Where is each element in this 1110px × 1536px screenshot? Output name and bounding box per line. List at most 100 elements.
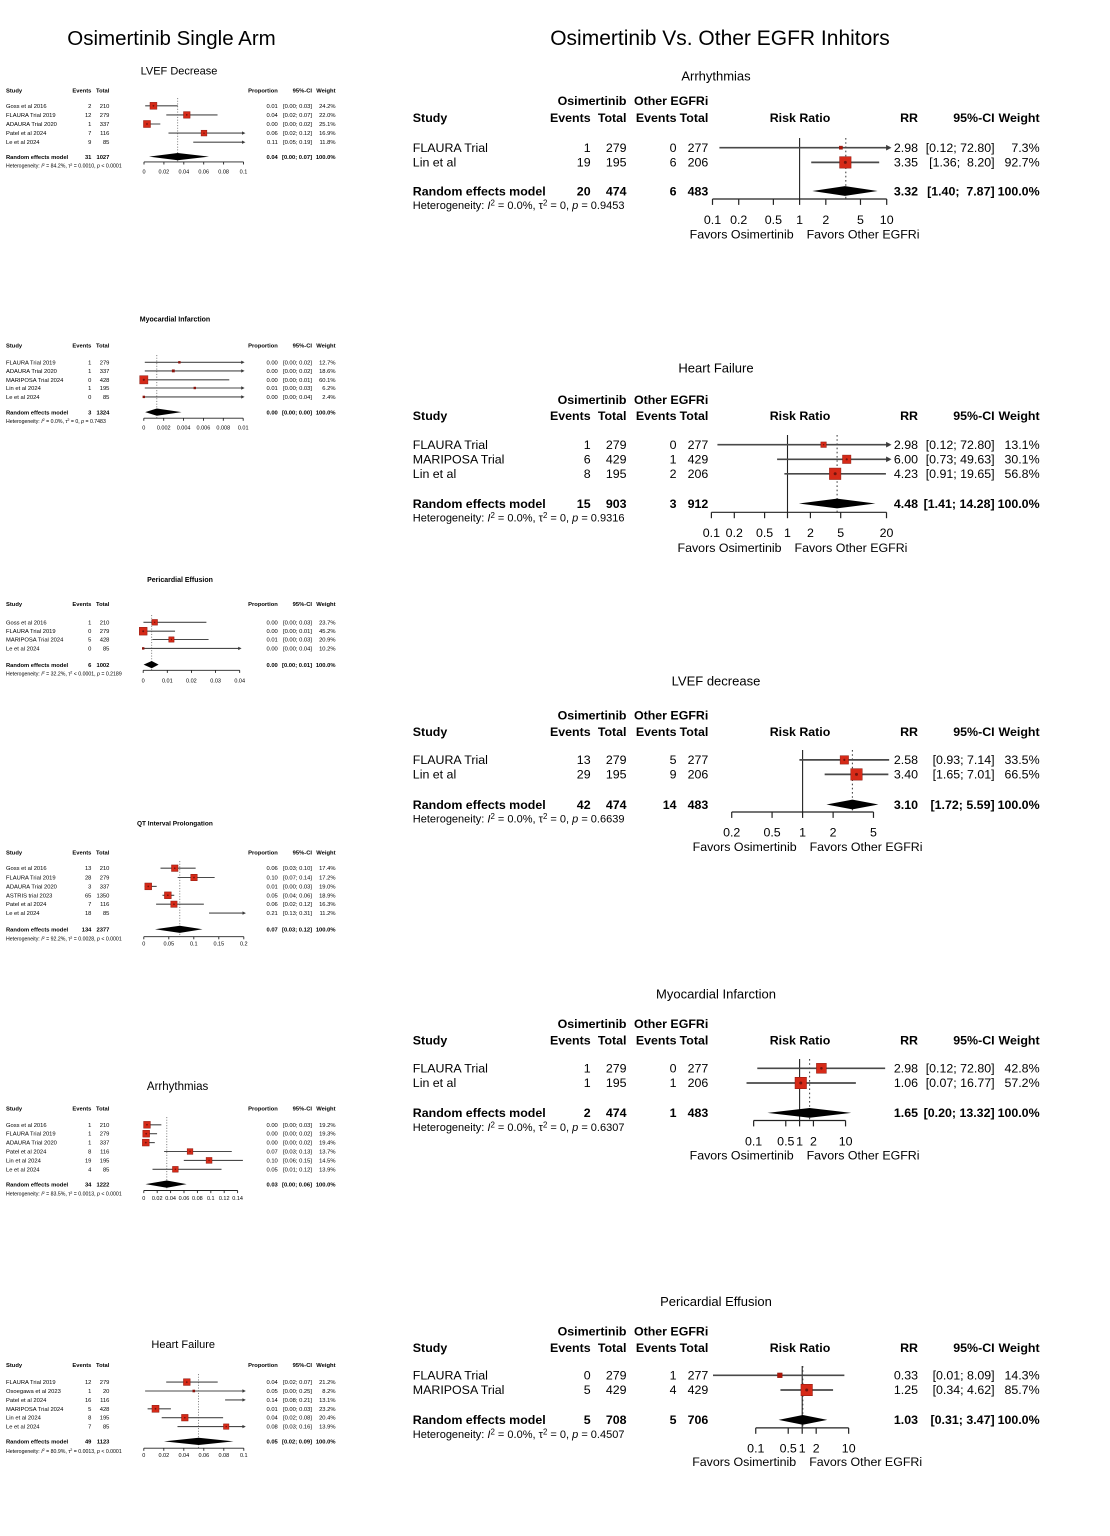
svg-text:13.1%: 13.1% [319,1398,335,1404]
svg-text:[0.00; 0.07]: [0.00; 0.07] [282,155,312,161]
svg-text:0: 0 [670,438,677,452]
svg-text:11.2%: 11.2% [319,911,335,917]
svg-text:24.2%: 24.2% [319,104,335,110]
svg-text:1222: 1222 [96,1182,109,1188]
svg-text:[0.12; 72.80]: [0.12; 72.80] [926,438,995,452]
svg-text:Lin et al 2024: Lin et al 2024 [6,1158,42,1164]
svg-text:0: 0 [88,395,91,401]
svg-text:Lin et al 2024: Lin et al 2024 [6,386,42,392]
svg-text:337: 337 [100,1141,110,1147]
svg-text:Events: Events [72,1106,91,1112]
svg-text:Total: Total [680,111,709,125]
svg-text:0.1: 0.1 [207,1196,215,1202]
svg-text:6: 6 [670,184,677,198]
svg-text:29: 29 [577,768,591,782]
svg-text:0: 0 [142,678,145,684]
svg-text:0: 0 [670,141,677,155]
svg-text:Le et al 2024: Le et al 2024 [6,911,40,917]
svg-text:2377: 2377 [96,928,109,934]
svg-text:[0.02; 0.12]: [0.02; 0.12] [283,131,312,137]
svg-text:Pericardial Effusion: Pericardial Effusion [660,1294,772,1309]
svg-text:ADAURA Trial 2020: ADAURA Trial 2020 [6,122,57,128]
svg-text:Weight: Weight [316,851,335,857]
svg-text:[0.02; 0.07]: [0.02; 0.07] [283,113,312,119]
svg-text:100.0%: 100.0% [998,1413,1040,1427]
svg-text:95%-CI: 95%-CI [293,344,313,350]
svg-text:95%-CI: 95%-CI [293,602,313,608]
svg-text:Study: Study [413,725,448,739]
svg-text:Total: Total [680,1341,709,1355]
svg-text:31: 31 [85,155,92,161]
svg-text:19.0%: 19.0% [319,884,335,890]
svg-text:100.0%: 100.0% [316,663,336,669]
svg-text:[0.00; 0.25]: [0.00; 0.25] [283,1389,312,1395]
svg-text:1: 1 [88,386,91,392]
svg-text:Total: Total [598,409,627,423]
svg-text:0.00: 0.00 [267,1141,278,1147]
svg-text:100.0%: 100.0% [316,155,336,161]
svg-text:Heterogeneity: I2 = 80.9%, τ2: Heterogeneity: I2 = 80.9%, τ2 = 0.0013, … [6,1448,122,1455]
svg-text:[0.00; 0.06]: [0.00; 0.06] [282,1182,312,1188]
svg-text:0.12: 0.12 [219,1196,230,1202]
svg-text:[0.01; 0.12]: [0.01; 0.12] [283,1167,312,1173]
svg-text:Study: Study [6,344,23,350]
svg-text:0.004: 0.004 [177,425,191,431]
svg-text:[0.12; 72.80]: [0.12; 72.80] [926,141,995,155]
svg-text:20: 20 [880,526,894,540]
svg-text:92.7%: 92.7% [1004,156,1039,170]
svg-text:5: 5 [670,753,677,767]
svg-text:Events: Events [550,1034,591,1048]
svg-text:13: 13 [577,753,591,767]
svg-text:5: 5 [584,1383,591,1397]
svg-text:Events: Events [550,725,591,739]
svg-text:0.2: 0.2 [730,213,747,227]
svg-text:23.2%: 23.2% [319,1407,335,1413]
svg-text:33.5%: 33.5% [1004,753,1039,767]
svg-text:2: 2 [830,826,837,840]
svg-text:[0.07; 16.77]: [0.07; 16.77] [926,1076,995,1090]
svg-text:[0.02; 0.08]: [0.02; 0.08] [283,1416,312,1422]
svg-text:Events: Events [636,1341,677,1355]
svg-text:FLAURA Trial 2019: FLAURA Trial 2019 [6,1380,56,1386]
svg-text:Events: Events [550,1341,591,1355]
svg-text:19.4%: 19.4% [319,1141,335,1147]
svg-text:Heterogeneity: I2 = 0.0%, τ2 =: Heterogeneity: I2 = 0.0%, τ2 = 0, p = 0.… [6,418,106,425]
svg-text:5: 5 [870,826,877,840]
svg-text:Favors Osimertinib: Favors Osimertinib [692,1455,796,1469]
svg-text:0.06: 0.06 [198,1453,209,1459]
svg-text:195: 195 [606,1076,627,1090]
svg-text:Random effects model: Random effects model [6,410,69,416]
svg-text:0.10: 0.10 [267,1158,278,1164]
svg-text:Weight: Weight [316,1363,335,1369]
svg-text:1324: 1324 [96,410,110,416]
svg-text:19.2%: 19.2% [319,1123,335,1129]
svg-text:0.15: 0.15 [213,942,224,948]
svg-text:Weight: Weight [316,1106,335,1112]
svg-text:FLAURA Trial 2019: FLAURA Trial 2019 [6,1132,56,1138]
svg-text:1: 1 [796,1135,803,1149]
svg-text:428: 428 [100,1407,110,1413]
svg-text:[0.06; 0.15]: [0.06; 0.15] [283,1158,312,1164]
svg-text:903: 903 [606,497,627,511]
svg-text:MARIPOSA Trial 2024: MARIPOSA Trial 2024 [6,378,64,384]
svg-text:Lin et al 2024: Lin et al 2024 [6,1416,42,1422]
svg-text:Other EGFRi: Other EGFRi [634,1325,708,1339]
svg-text:1.03: 1.03 [894,1413,918,1427]
svg-text:Events: Events [636,409,677,423]
svg-text:0.03: 0.03 [210,678,221,684]
svg-text:[0.05; 0.19]: [0.05; 0.19] [283,140,312,146]
svg-text:Osimertinib: Osimertinib [558,94,627,108]
svg-text:20: 20 [103,1389,109,1395]
svg-text:0.00: 0.00 [267,122,278,128]
svg-text:5: 5 [857,213,864,227]
svg-text:6: 6 [584,453,591,467]
svg-text:Favors Osimertinib: Favors Osimertinib [693,840,797,854]
svg-text:279: 279 [606,141,627,155]
svg-text:Study: Study [6,602,23,608]
svg-text:95%-CI: 95%-CI [293,1106,313,1112]
svg-text:Random effects model: Random effects model [6,928,69,934]
svg-text:8: 8 [584,467,591,481]
svg-text:16.9%: 16.9% [319,131,335,137]
svg-text:Heterogeneity: I2 = 0.0%, τ2 =: Heterogeneity: I2 = 0.0%, τ2 = 0, p = 0.… [413,812,625,826]
svg-text:429: 429 [688,1383,709,1397]
